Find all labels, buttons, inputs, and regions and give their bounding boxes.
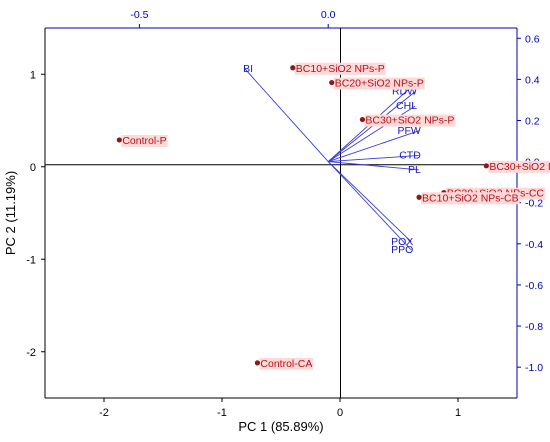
score-point xyxy=(254,360,260,366)
score-point-group: BC30+SiO2 NPs-P xyxy=(359,114,456,127)
score-point xyxy=(329,79,335,86)
score-label: Control-CA xyxy=(260,358,312,370)
right-tick-label: -0.6 xyxy=(525,280,543,292)
left-tick-label: -2 xyxy=(26,347,36,359)
score-point xyxy=(116,137,122,143)
left-tick-label: 0 xyxy=(30,162,36,174)
score-label-background xyxy=(333,77,425,90)
plot-frame xyxy=(44,27,518,399)
left-tick-label: 1 xyxy=(30,69,36,81)
score-label-background xyxy=(259,357,314,370)
loading-vector xyxy=(328,154,419,163)
score-point-group: BC10+SiO2 NPs-CB xyxy=(416,192,520,205)
right-tick-label: 0.6 xyxy=(525,33,540,45)
score-point-group: Control-P xyxy=(116,134,168,147)
score-point-group: BC20+SiO2 NPs-P xyxy=(329,77,425,90)
score-label: Control-P xyxy=(122,135,166,147)
score-label-background xyxy=(121,134,168,147)
score-point xyxy=(416,194,422,200)
score-label-background xyxy=(364,114,456,127)
score-label-background xyxy=(421,192,520,205)
right-tick-label: 0.4 xyxy=(525,74,540,86)
loading-label: PPO xyxy=(391,244,413,256)
score-point-group: BC30+SiO2 NPs-CC xyxy=(483,160,550,173)
bottom-tick-label: -2 xyxy=(99,407,109,419)
score-label: BC30+SiO2 NPs-P xyxy=(365,115,454,127)
right-tick-label: 0.2 xyxy=(525,116,540,128)
bottom-tick-label: -1 xyxy=(217,407,227,419)
loading-label: PFW xyxy=(397,125,420,137)
score-label: BC30+SiO2 NPs-CC xyxy=(489,161,550,173)
score-point-group: Control-CA xyxy=(254,357,314,370)
right-tick-label: -0.8 xyxy=(525,321,543,333)
top-tick-label: 0.0 xyxy=(321,9,336,21)
loading-vector xyxy=(244,68,329,162)
left-tick-label: -1 xyxy=(26,254,36,266)
score-point xyxy=(290,65,296,71)
loading-vector xyxy=(327,161,412,251)
loading-label: PL xyxy=(408,164,421,176)
score-points: BC10+SiO2 NPs-P BC20+SiO2 NPs-P BC30+SiO2 … xyxy=(116,62,550,370)
score-point xyxy=(359,116,366,123)
score-point xyxy=(483,163,489,169)
score-label: BC10+SiO2 NPs-P xyxy=(296,63,385,75)
loading-vector xyxy=(327,161,412,243)
score-label: BC10+SiO2 NPs-CB xyxy=(422,192,519,204)
right-tick-label: -0.2 xyxy=(525,198,543,210)
right-tick-label: -0.4 xyxy=(525,239,543,251)
loading-vectors: BISDWRDWCHLPFWCTDPLPOXPPO xyxy=(243,63,421,256)
loading-label: CTD xyxy=(399,149,421,161)
loading-vector xyxy=(328,161,419,171)
score-label-background xyxy=(488,160,550,173)
loading-label: POX xyxy=(391,236,413,248)
loading-label: BI xyxy=(243,63,253,75)
loading-vector xyxy=(327,91,416,162)
y-axis-title: PC 2 (11.19%) xyxy=(3,171,18,255)
bottom-tick-label: 1 xyxy=(455,407,461,419)
loading-label: CHL xyxy=(396,100,417,112)
right-tick-label: -1.0 xyxy=(525,362,543,374)
loading-vector xyxy=(328,130,419,163)
top-tick-label: -0.5 xyxy=(130,9,148,21)
score-label: BC20+SiO2 NPs-P xyxy=(335,78,424,90)
score-label-background xyxy=(294,62,386,75)
bottom-tick-label: 0 xyxy=(337,407,343,419)
score-point-group: BC10+SiO2 NPs-P xyxy=(290,62,386,75)
x-axis-title: PC 1 (85.89%) xyxy=(238,419,323,434)
